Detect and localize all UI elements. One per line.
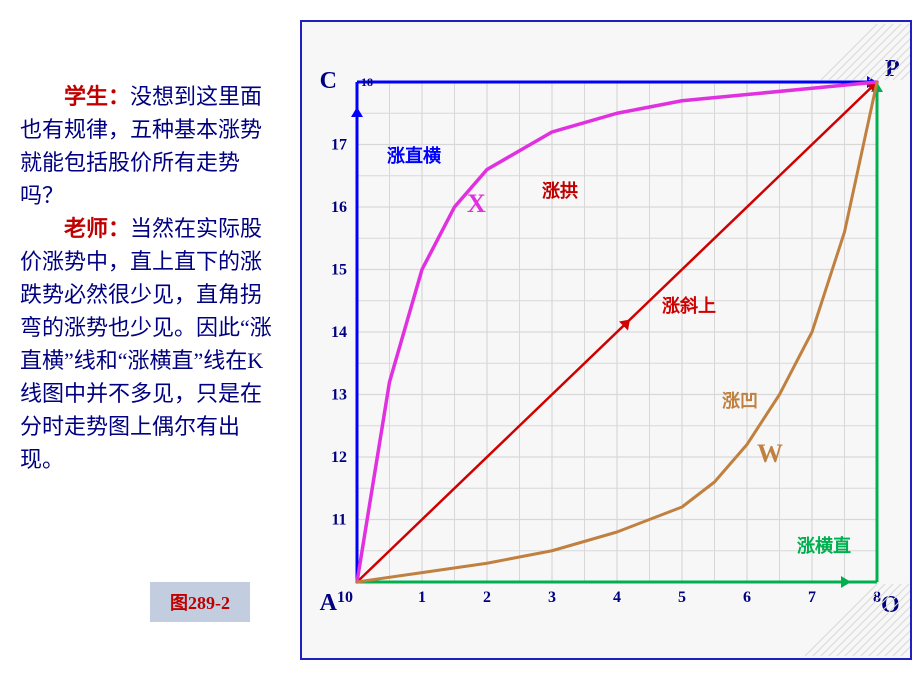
chart-frame: 10123456781112131415161718CPAO涨直横涨拱涨斜上涨凹… bbox=[300, 20, 912, 660]
svg-text:13: 13 bbox=[331, 387, 347, 404]
svg-text:16: 16 bbox=[331, 199, 347, 216]
svg-text:12: 12 bbox=[331, 449, 347, 466]
figure-caption: 图289-2 bbox=[170, 589, 230, 615]
svg-text:17: 17 bbox=[331, 137, 347, 154]
svg-text:7: 7 bbox=[808, 589, 816, 606]
teacher-line: 当然在实际股价涨势中，直上直下的涨跌势必然很少见，直角拐弯的涨势也少见。因此“涨… bbox=[20, 216, 272, 472]
svg-text:10: 10 bbox=[337, 589, 353, 606]
svg-text:涨凹: 涨凹 bbox=[722, 391, 758, 411]
chart-svg: 10123456781112131415161718CPAO涨直横涨拱涨斜上涨凹… bbox=[302, 22, 910, 658]
student-line: 没想到这里面也有规律，五种基本涨势就能包括股价所有走势吗？ bbox=[20, 84, 262, 208]
svg-text:X: X bbox=[467, 189, 486, 218]
speaker-student: 学生： bbox=[64, 84, 130, 109]
svg-text:6: 6 bbox=[743, 589, 751, 606]
figure-caption-box: 图289-2 bbox=[150, 582, 250, 622]
svg-text:1: 1 bbox=[418, 589, 426, 606]
svg-text:涨横直: 涨横直 bbox=[797, 535, 851, 556]
svg-text:5: 5 bbox=[678, 589, 686, 606]
svg-text:C: C bbox=[320, 68, 337, 94]
svg-text:涨直横: 涨直横 bbox=[387, 145, 442, 166]
page-root: 学生：没想到这里面也有规律，五种基本涨势就能包括股价所有走势吗？ 老师：当然在实… bbox=[0, 0, 920, 690]
dialogue-text: 学生：没想到这里面也有规律，五种基本涨势就能包括股价所有走势吗？ 老师：当然在实… bbox=[20, 80, 280, 476]
svg-text:18: 18 bbox=[361, 75, 373, 89]
svg-text:14: 14 bbox=[331, 324, 347, 341]
svg-text:4: 4 bbox=[613, 589, 621, 606]
svg-text:3: 3 bbox=[548, 589, 556, 606]
svg-text:2: 2 bbox=[483, 589, 491, 606]
svg-text:涨拱: 涨拱 bbox=[542, 180, 578, 201]
svg-text:15: 15 bbox=[331, 262, 347, 279]
svg-text:A: A bbox=[320, 590, 338, 616]
svg-text:涨斜上: 涨斜上 bbox=[662, 295, 716, 316]
speaker-teacher: 老师： bbox=[64, 216, 130, 241]
svg-text:11: 11 bbox=[331, 512, 346, 529]
svg-text:W: W bbox=[757, 439, 783, 468]
